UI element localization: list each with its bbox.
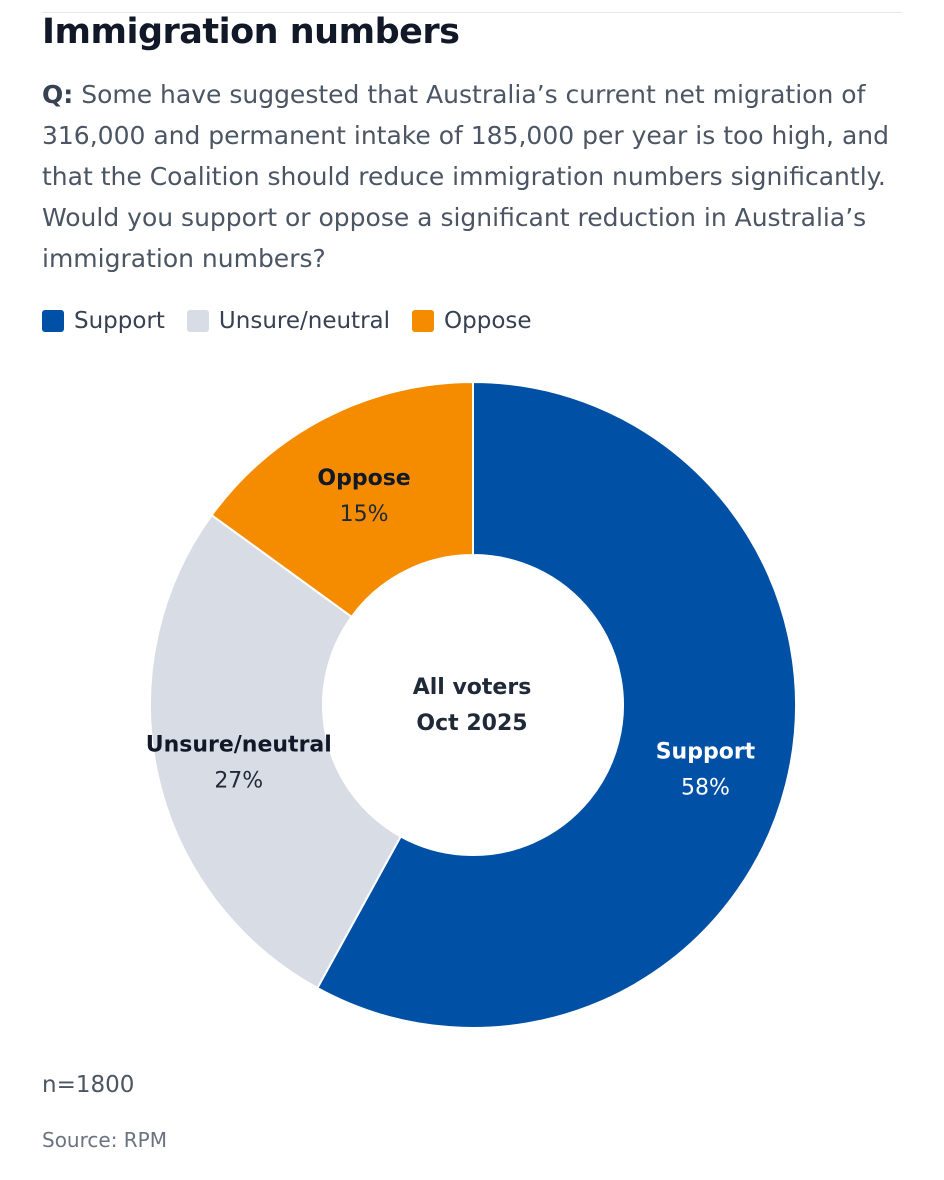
question-text: Some have suggested that Australia’s cur… xyxy=(42,80,889,273)
slice-label-oppose: Oppose xyxy=(317,466,410,491)
top-divider xyxy=(42,12,902,13)
legend-label-unsure: Unsure/neutral xyxy=(218,308,391,334)
slice-value-unsure-neutral: 27% xyxy=(214,768,263,793)
question-label: Q: xyxy=(42,80,74,109)
legend-swatch-support xyxy=(42,310,64,332)
slice-value-support: 58% xyxy=(681,776,730,801)
chart-title: Immigration numbers xyxy=(42,12,460,52)
slice-label-support: Support xyxy=(656,740,756,765)
center-label-line-2: Oct 2025 xyxy=(416,711,527,736)
legend-item-oppose: Oppose xyxy=(412,308,532,334)
legend-item-unsure: Unsure/neutral xyxy=(186,308,391,334)
legend-item-support: Support xyxy=(42,308,165,334)
slice-value-oppose: 15% xyxy=(340,502,389,527)
sample-size-note: n=1800 xyxy=(42,1072,135,1098)
survey-question: Q: Some have suggested that Australia’s … xyxy=(42,74,912,279)
slice-oppose xyxy=(210,380,474,619)
legend-label-oppose: Oppose xyxy=(444,308,532,334)
slice-label-unsure-neutral: Unsure/neutral xyxy=(146,732,332,757)
legend-label-support: Support xyxy=(74,308,165,334)
slice-support xyxy=(316,380,797,1029)
legend-swatch-oppose xyxy=(412,310,435,332)
legend-swatch-unsure xyxy=(186,310,209,332)
source-note: Source: RPM xyxy=(42,1128,167,1152)
chart-legend: Support Unsure/neutral Oppose xyxy=(42,308,532,334)
slice-unsure-neutral xyxy=(149,513,403,990)
center-label-line-1: All voters xyxy=(413,675,532,700)
